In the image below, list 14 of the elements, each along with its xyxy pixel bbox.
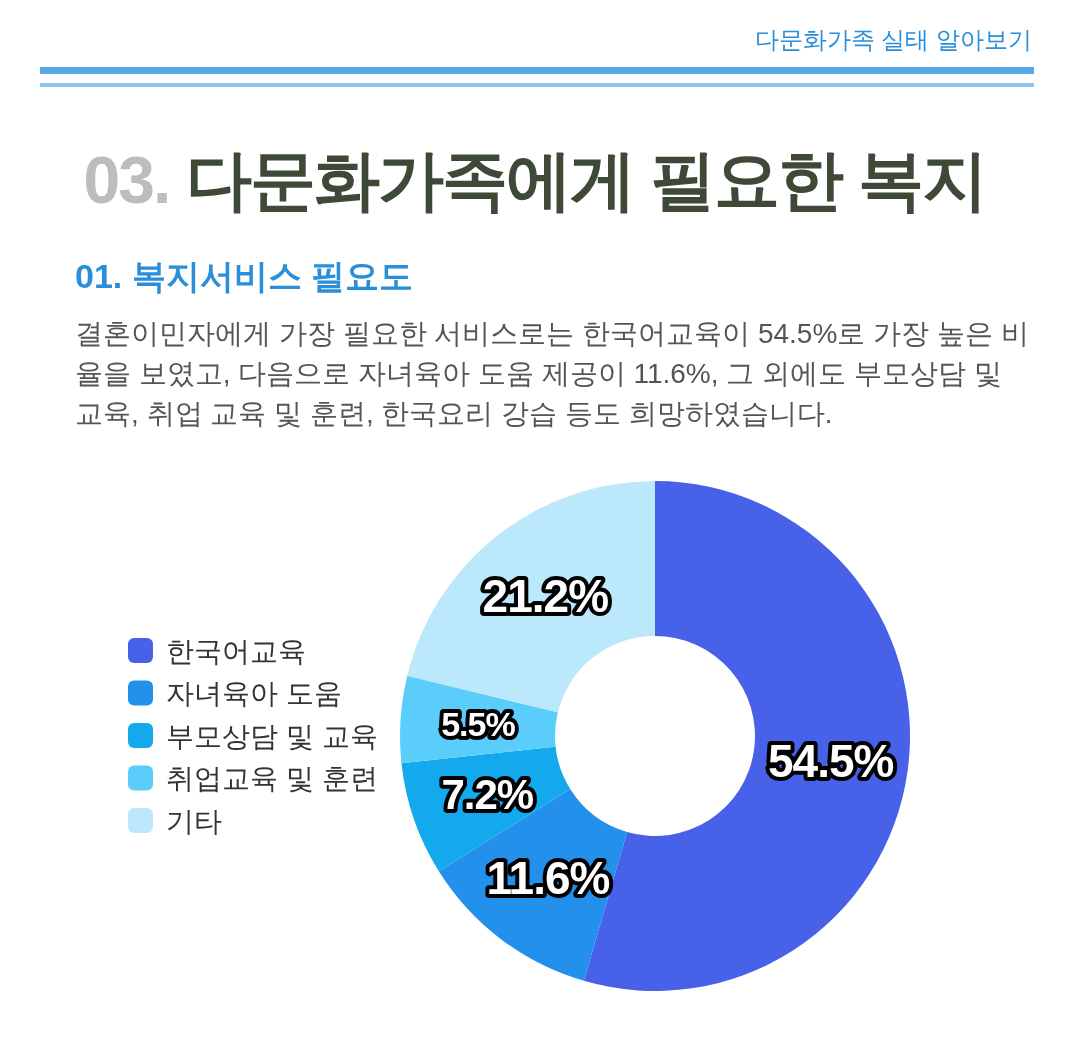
chart-title: 03. 다문화가족에게 필요한 복지 (83, 143, 987, 217)
text: 결혼이민자에게 가장 필요한 서비스로는 한국어교육이 54.5%로 가장 높은 비율을 보였고, 다음으로 자녀육아 도움 제공이 11.6%, 그 외에도 부모상담 및 교육, 취업 교육 및 훈련, 한국요리 강습 등도 희망하였습니다. (75, 317, 1030, 431)
legend-label: 기타 (166, 805, 222, 837)
legend-label: 취업교육 및 훈련 (166, 763, 378, 794)
data-label: 5.5% (441, 705, 516, 744)
legend-label: 부모상담 및 교육 (166, 720, 378, 752)
legend-label: 한국어교육 (166, 635, 306, 667)
data-label: 21.2% (482, 570, 609, 623)
legend-label: 자녀육아 도움 (166, 678, 342, 709)
chart-subtitle: 01. 복지서비스 필요도 (75, 256, 414, 297)
data-label: 7.2% (441, 770, 534, 818)
text: 다문화가족 실태 알아보기 (754, 25, 1032, 55)
data-label: 11.6% (486, 851, 610, 904)
data-label: 54.5% (768, 735, 894, 788)
